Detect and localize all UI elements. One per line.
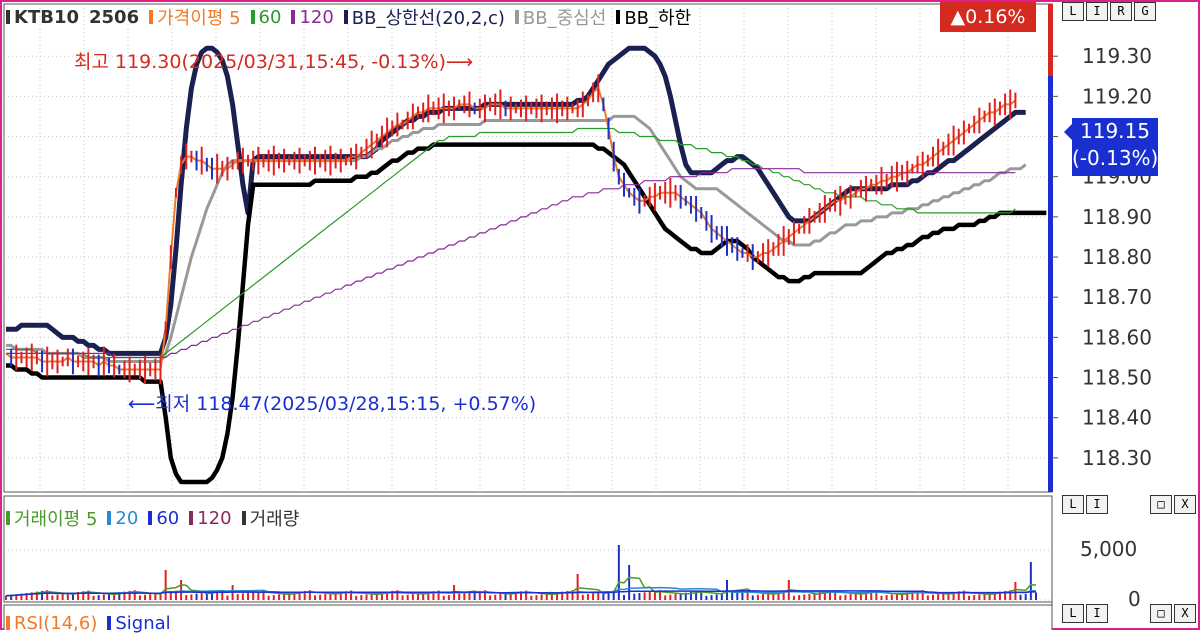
current-change: (-0.13%) xyxy=(1072,146,1159,170)
price-tick-label: 118.40 xyxy=(1082,406,1152,430)
series-line-BB_하한 xyxy=(6,142,1047,485)
price-tag-arrow xyxy=(1064,124,1072,140)
price-tick-label: 119.30 xyxy=(1082,44,1152,68)
legend-vol-ma20[interactable]: 20 xyxy=(107,508,138,529)
price-tick-label: 119.20 xyxy=(1082,84,1152,108)
price-tick-label: 118.30 xyxy=(1082,446,1152,470)
price-grid xyxy=(4,4,1052,492)
pane-button-l[interactable]: L xyxy=(1062,2,1084,21)
rsi-pane-buttons-right: □ X xyxy=(1150,604,1196,623)
vol-pane-button-l[interactable]: L xyxy=(1062,495,1084,514)
axis-range-blue xyxy=(1048,76,1053,492)
rsi-pane-button-i[interactable]: I xyxy=(1086,604,1108,623)
price-pane-buttons: L I R G xyxy=(1062,2,1156,21)
vol-pane-button-i[interactable]: I xyxy=(1086,495,1108,514)
volume-lines xyxy=(5,576,1037,597)
current-price-tag: 119.15 (-0.13%) xyxy=(1072,118,1158,176)
price-legend: KTB10 2506 가격이평 5 60 120 BB_상한선(20,2,c) … xyxy=(6,4,691,30)
price-tick-label: 118.60 xyxy=(1082,325,1152,349)
legend-vol-ma60[interactable]: 60 xyxy=(148,508,179,529)
series-line-60 xyxy=(6,127,1016,359)
legend-bb-lower[interactable]: BB_하한 xyxy=(616,4,691,30)
legend-contract[interactable]: 2506 xyxy=(89,6,140,28)
low-annotation: ⟵최저 118.47(2025/03/28,15:15, +0.57%) xyxy=(128,393,536,415)
vol-maximize-icon[interactable]: □ xyxy=(1150,495,1172,514)
volume-pane xyxy=(3,495,1053,603)
volume-tick-label: 5,000 xyxy=(1080,537,1137,561)
rsi-legend: RSI(14,6) Signal xyxy=(6,610,171,636)
price-tick-label: 118.70 xyxy=(1082,285,1152,309)
vol-close-icon[interactable]: X xyxy=(1174,495,1196,514)
legend-ma60[interactable]: 60 xyxy=(250,7,281,28)
legend-rsi[interactable]: RSI(14,6) xyxy=(6,613,97,634)
legend-ma5[interactable]: 가격이평 5 xyxy=(149,4,241,30)
pane-button-g[interactable]: G xyxy=(1134,2,1156,21)
high-annotation: 최고 119.30(2025/03/31,15:45, -0.13%)⟶ xyxy=(74,51,473,73)
change-badge: ▲0.16% xyxy=(940,2,1036,32)
price-tick-label: 118.80 xyxy=(1082,245,1152,269)
legend-ma120[interactable]: 120 xyxy=(291,7,334,28)
rsi-maximize-icon[interactable]: □ xyxy=(1150,604,1172,623)
volume-pane-buttons-right: □ X xyxy=(1150,495,1196,514)
price-pane xyxy=(3,3,1053,493)
series-line-BB_중심선 xyxy=(6,114,1027,363)
volume-legend: 거래이평 5 20 60 120 거래량 xyxy=(6,505,299,531)
rsi-pane xyxy=(3,604,1053,630)
volume-axis-labels: 0 5,000 xyxy=(1080,537,1141,611)
price-tick-label: 118.90 xyxy=(1082,205,1152,229)
volume-tick-label: 0 xyxy=(1128,587,1141,611)
rsi-close-icon[interactable]: X xyxy=(1174,604,1196,623)
candle-bars xyxy=(10,74,1017,385)
legend-symbol[interactable]: KTB10 xyxy=(6,7,79,28)
legend-bb-mid[interactable]: BB_중심선 xyxy=(514,4,606,30)
current-price: 119.15 xyxy=(1080,119,1150,143)
rsi-pane-button-l[interactable]: L xyxy=(1062,604,1084,623)
volume-ma-line xyxy=(5,590,1037,597)
volume-pane-buttons-left: L I xyxy=(1062,495,1108,514)
legend-bb-upper[interactable]: BB_상한선(20,2,c) xyxy=(343,4,505,30)
series-line-120 xyxy=(6,168,1016,359)
pane-button-i[interactable]: I xyxy=(1086,2,1108,21)
legend-vol-ma120[interactable]: 120 xyxy=(189,508,232,529)
volume-grid xyxy=(4,549,1052,601)
pane-button-r[interactable]: R xyxy=(1110,2,1132,21)
legend-volume[interactable]: 거래량 xyxy=(241,505,299,531)
rsi-pane-buttons-left: L I xyxy=(1062,604,1108,623)
price-tick-label: 118.50 xyxy=(1082,366,1152,390)
legend-signal[interactable]: Signal xyxy=(107,613,171,634)
legend-vol-ma5[interactable]: 거래이평 5 xyxy=(6,505,97,531)
price-axis-labels: 118.30 118.40 118.50 118.60 118.70 118.80 118.… xyxy=(1052,44,1152,470)
axis-range-red xyxy=(1048,4,1053,76)
